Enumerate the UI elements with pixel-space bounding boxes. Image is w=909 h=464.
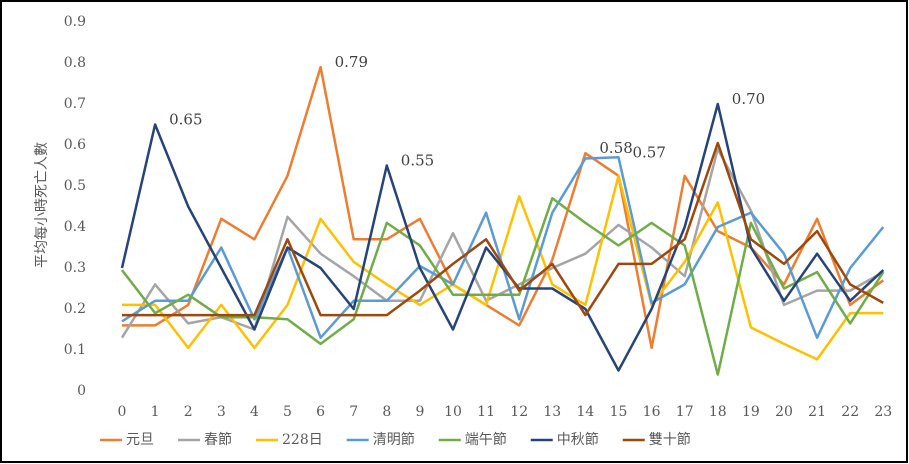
legend-label: 春節 [204, 431, 232, 448]
x-tick-label: 1 [151, 404, 160, 420]
y-tick-label: 0.7 [64, 96, 86, 112]
y-tick-label: 0.3 [64, 260, 86, 276]
legend-label: 中秋節 [557, 431, 599, 448]
x-tick-label: 3 [217, 404, 226, 420]
series-line [122, 141, 884, 317]
x-tick-label: 22 [841, 404, 859, 420]
y-tick-label: 0.4 [64, 219, 86, 235]
value-label: 0.58 [599, 139, 632, 157]
y-tick-label: 0.9 [64, 14, 86, 30]
x-tick-label: 17 [676, 404, 694, 420]
x-tick-label: 21 [808, 404, 826, 420]
value-label: 0.79 [335, 53, 368, 71]
value-label: 0.65 [169, 111, 202, 129]
y-tick-label: 0.2 [64, 301, 86, 317]
x-tick-label: 15 [610, 404, 628, 420]
x-tick-label: 12 [510, 404, 528, 420]
y-tick-label: 0.5 [64, 178, 86, 194]
y-tick-label: 0.6 [64, 137, 86, 153]
y-axis-title: 平均每小時死亡人數 [34, 142, 50, 268]
x-tick-label: 11 [477, 404, 495, 420]
x-tick-label: 6 [316, 404, 325, 420]
x-tick-label: 23 [874, 404, 892, 420]
legend-label: 清明節 [373, 431, 415, 448]
x-tick-label: 10 [444, 404, 462, 420]
legend-label: 雙十節 [649, 431, 691, 448]
value-label: 0.57 [633, 143, 666, 161]
x-tick-label: 19 [742, 404, 760, 420]
series-line [122, 174, 884, 361]
value-label: 0.55 [401, 152, 434, 170]
legend-label: 228日 [282, 432, 323, 448]
y-tick-label: 0.1 [64, 342, 86, 358]
x-tick-label: 13 [543, 404, 561, 420]
series-line [120, 147, 884, 339]
x-tick-label: 9 [415, 404, 424, 420]
x-tick-label: 16 [643, 404, 661, 420]
legend-label: 元旦 [126, 432, 154, 448]
x-tick-label: 8 [382, 404, 391, 420]
series-line [120, 102, 885, 372]
legend-label: 端午節 [465, 431, 507, 448]
y-tick-label: 0 [77, 383, 86, 399]
x-tick-label: 0 [118, 404, 127, 420]
y-tick-label: 0.8 [64, 55, 86, 71]
series-line [122, 65, 885, 350]
x-tick-label: 18 [709, 404, 727, 420]
x-tick-label: 7 [349, 404, 358, 420]
x-tick-label: 2 [184, 404, 193, 420]
x-tick-label: 20 [775, 404, 793, 420]
x-tick-label: 14 [576, 404, 594, 420]
value-label: 0.70 [732, 90, 765, 108]
x-tick-label: 5 [283, 404, 292, 420]
x-tick-label: 4 [250, 404, 259, 420]
